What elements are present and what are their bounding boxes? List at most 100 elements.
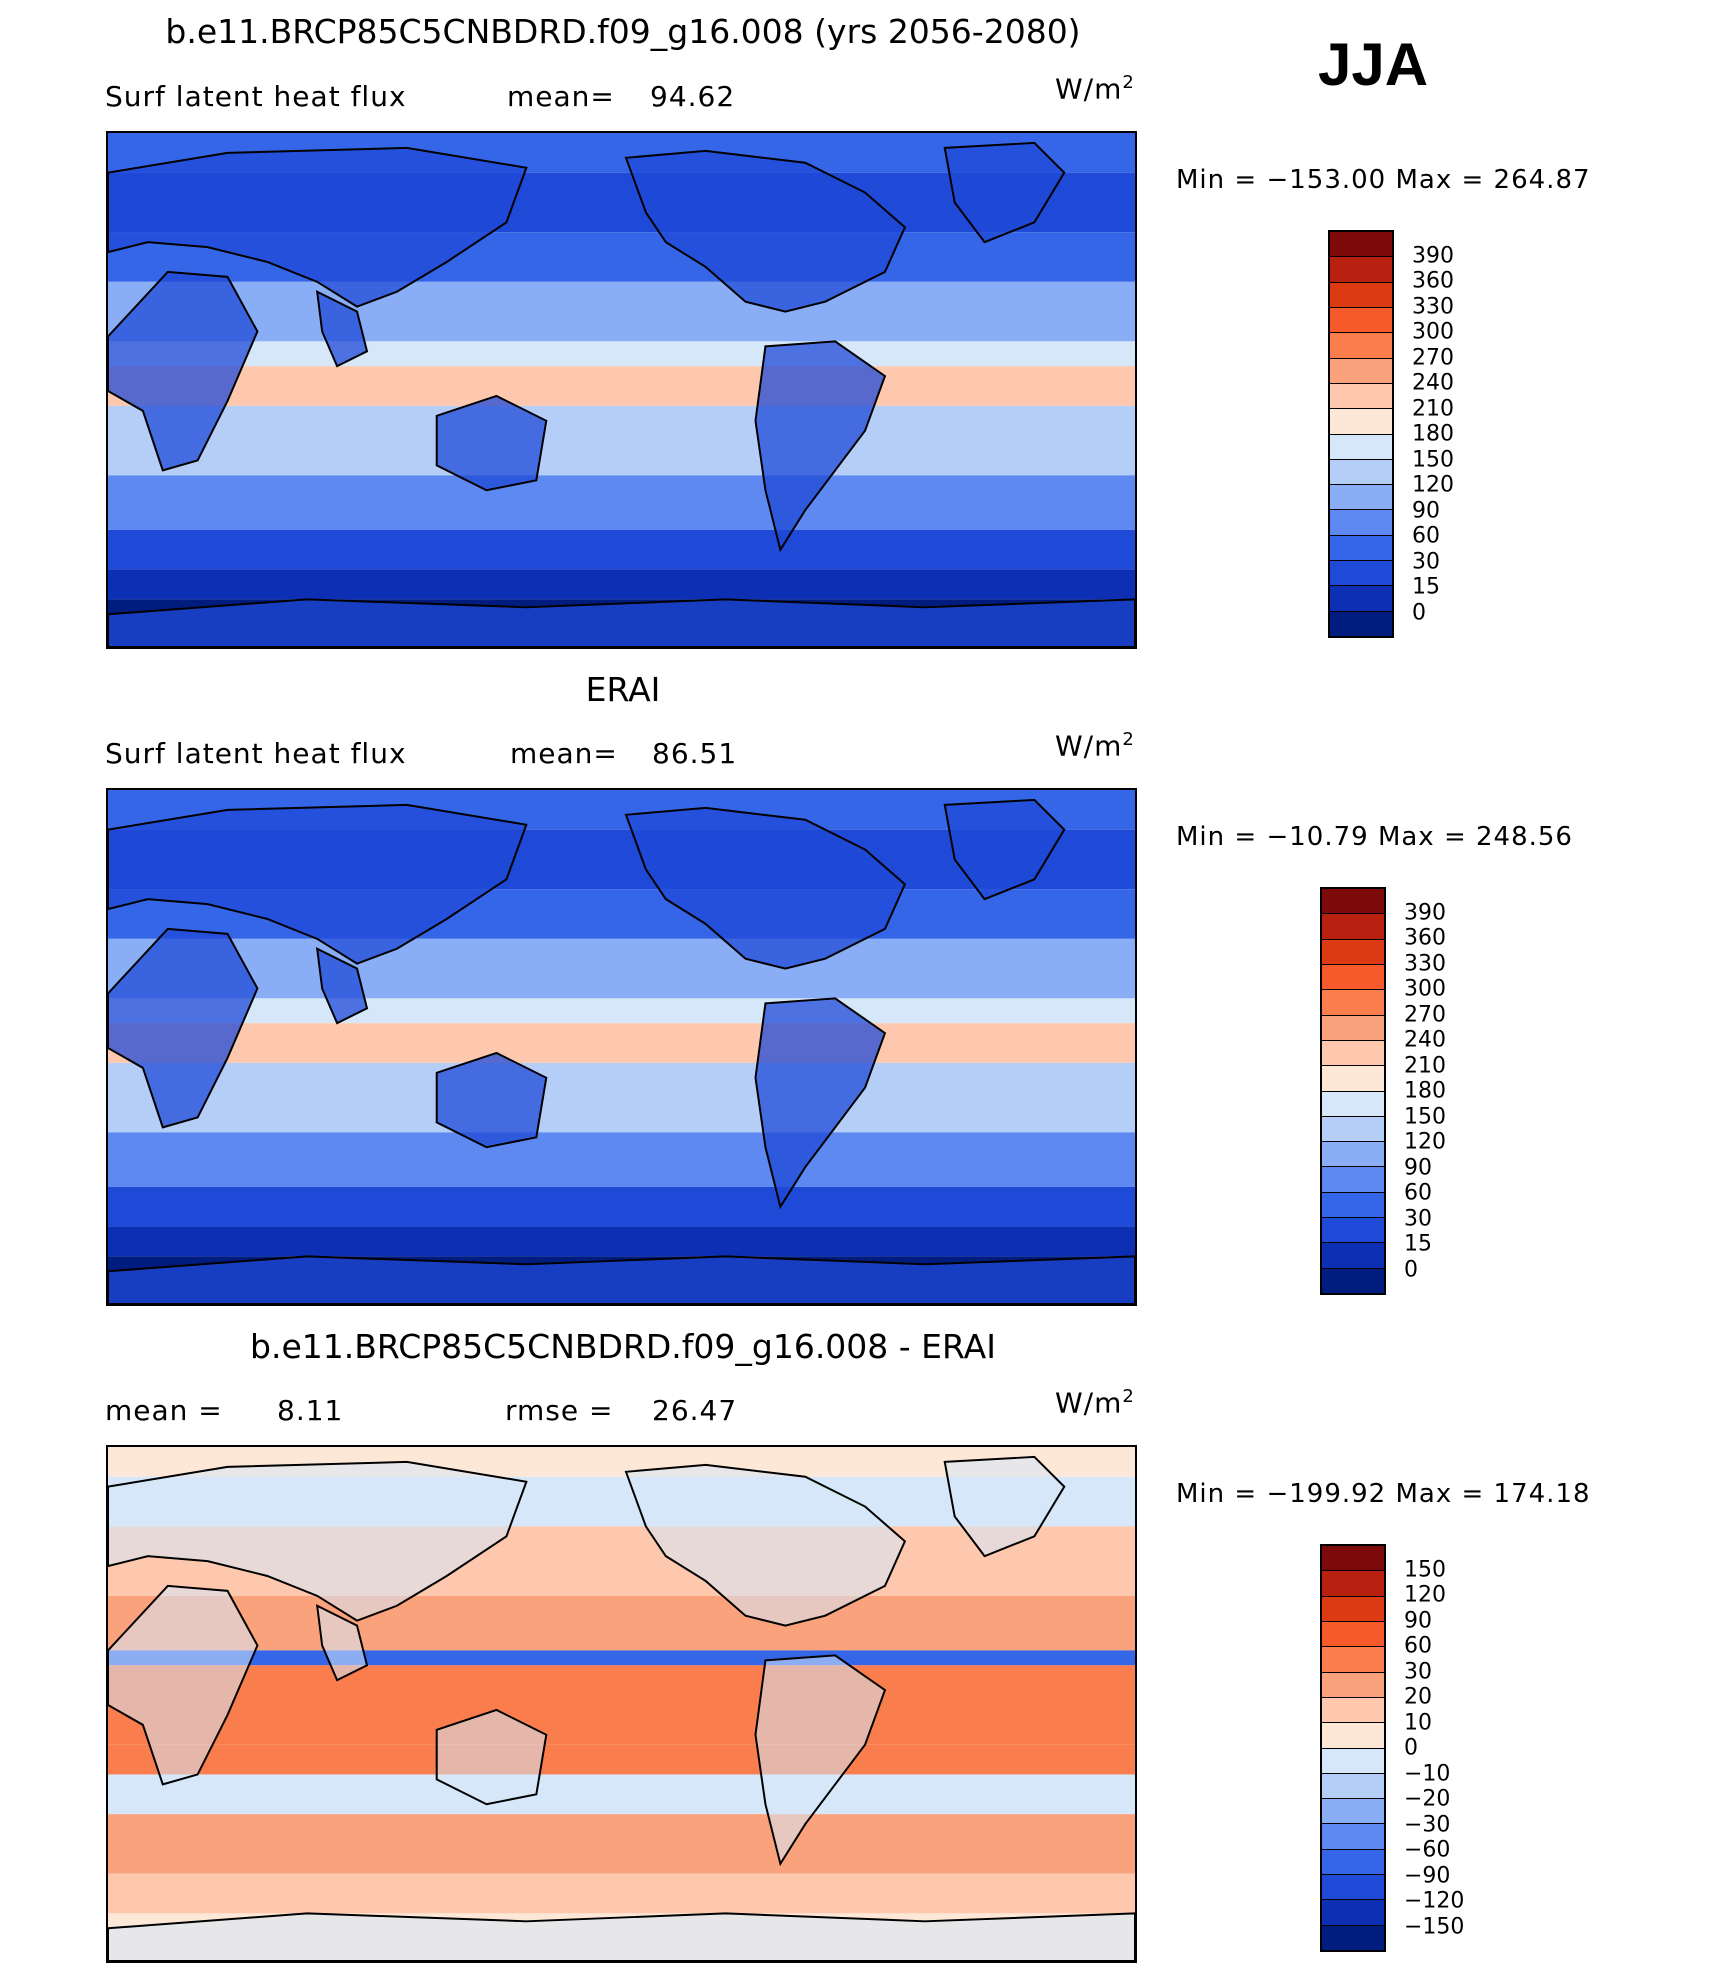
colorbar-tick-label: 150 — [1404, 1557, 1446, 1582]
colorbar-swatch — [1330, 282, 1392, 308]
panel3-colorbar — [1320, 1544, 1386, 1952]
colorbar-swatch — [1322, 1773, 1384, 1800]
colorbar-swatch — [1322, 1900, 1384, 1926]
colorbar-tick-label: 150 — [1404, 1104, 1446, 1129]
colorbar-swatch — [1322, 1723, 1384, 1749]
colorbar-swatch — [1322, 1571, 1384, 1597]
colorbar-tick-label: 300 — [1404, 976, 1446, 1002]
colorbar-swatch — [1322, 889, 1384, 915]
colorbar-swatch — [1322, 1243, 1384, 1269]
colorbar-swatch — [1322, 1040, 1384, 1067]
colorbar-swatch — [1330, 459, 1392, 486]
colorbar-tick-label: 300 — [1412, 319, 1454, 345]
colorbar-tick-label: −150 — [1404, 1914, 1465, 1939]
colorbar-swatch — [1330, 333, 1392, 359]
colorbar-tick-label: 60 — [1404, 1633, 1432, 1659]
panel3-minmax: Min = −199.92 Max = 174.18 — [1176, 1479, 1591, 1509]
colorbar-tick-label: 270 — [1404, 1002, 1446, 1027]
colorbar-swatch — [1330, 307, 1392, 334]
panel1-units: W/m2 — [1055, 72, 1135, 106]
panel1-map — [106, 131, 1137, 649]
colorbar-tick-label: 0 — [1404, 1257, 1418, 1282]
colorbar-tick-label: 120 — [1404, 1129, 1446, 1155]
colorbar-swatch — [1330, 409, 1392, 435]
colorbar-tick-label: 330 — [1404, 951, 1446, 976]
colorbar-tick-label: 180 — [1404, 1078, 1446, 1104]
colorbar-swatch — [1322, 1218, 1384, 1244]
colorbar-swatch — [1322, 1596, 1384, 1622]
colorbar-tick-label: 210 — [1412, 396, 1454, 421]
colorbar-swatch — [1322, 914, 1384, 940]
colorbar-swatch — [1322, 1824, 1384, 1850]
panel2-title: ERAI — [585, 670, 661, 709]
panel2-colorbar-labels: 390 360 330 300 270 240 210 180 150 120 90 60 30 15 0 — [1404, 887, 1484, 1295]
colorbar-tick-label: 120 — [1404, 1582, 1446, 1608]
colorbar-tick-label: 390 — [1412, 243, 1454, 268]
colorbar-swatch — [1322, 1647, 1384, 1673]
season-label: JJA — [1318, 31, 1429, 98]
colorbar-swatch — [1330, 485, 1392, 511]
colorbar-swatch — [1330, 383, 1392, 410]
colorbar-tick-label: 180 — [1412, 421, 1454, 447]
colorbar-tick-label: 390 — [1404, 900, 1446, 925]
colorbar-tick-label: 60 — [1404, 1180, 1432, 1206]
colorbar-swatch — [1322, 990, 1384, 1016]
colorbar-tick-label: 15 — [1412, 574, 1440, 600]
panel1-variable-label: Surf latent heat flux — [105, 80, 407, 113]
colorbar-swatch — [1330, 434, 1392, 460]
panel3-map — [106, 1445, 1137, 1963]
panel2-map — [106, 788, 1137, 1306]
panel3-mean-value: 8.11 — [277, 1394, 344, 1427]
colorbar-tick-label: 30 — [1404, 1206, 1432, 1231]
panel3-mean-label: mean = — [105, 1394, 223, 1427]
colorbar-tick-label: 90 — [1412, 498, 1440, 523]
panel2-mean-label: mean= — [510, 737, 618, 770]
colorbar-swatch — [1330, 232, 1392, 258]
colorbar-tick-label: 15 — [1404, 1231, 1432, 1257]
colorbar-swatch — [1322, 1192, 1384, 1219]
colorbar-swatch — [1322, 1091, 1384, 1117]
colorbar-tick-label: −10 — [1404, 1761, 1451, 1786]
colorbar-swatch — [1322, 1697, 1384, 1724]
colorbar-swatch — [1322, 1066, 1384, 1092]
colorbar-swatch — [1330, 535, 1392, 562]
colorbar-swatch — [1322, 1849, 1384, 1876]
colorbar-tick-label: −90 — [1404, 1863, 1451, 1888]
colorbar-swatch — [1322, 964, 1384, 991]
colorbar-swatch — [1322, 1116, 1384, 1143]
colorbar-tick-label: 0 — [1412, 600, 1426, 625]
colorbar-swatch — [1330, 586, 1392, 612]
panel3-units: W/m2 — [1055, 1386, 1135, 1420]
colorbar-swatch — [1330, 358, 1392, 384]
panel1-minmax: Min = −153.00 Max = 264.87 — [1176, 165, 1591, 195]
panel2-mean-value: 86.51 — [652, 737, 738, 770]
colorbar-swatch — [1322, 1167, 1384, 1193]
colorbar-tick-label: 150 — [1412, 447, 1454, 472]
colorbar-swatch — [1330, 257, 1392, 283]
colorbar-tick-label: −20 — [1404, 1786, 1451, 1812]
colorbar-tick-label: 20 — [1404, 1684, 1432, 1710]
colorbar-swatch — [1322, 1142, 1384, 1168]
colorbar-swatch — [1322, 1799, 1384, 1825]
colorbar-tick-label: 30 — [1412, 549, 1440, 574]
colorbar-tick-label: 360 — [1412, 268, 1454, 294]
colorbar-swatch — [1322, 1748, 1384, 1774]
colorbar-tick-label: 60 — [1412, 523, 1440, 549]
colorbar-tick-label: −60 — [1404, 1837, 1451, 1863]
panel3-rmse-label: rmse = — [505, 1394, 614, 1427]
colorbar-swatch — [1322, 1925, 1384, 1950]
colorbar-tick-label: 240 — [1412, 370, 1454, 396]
colorbar-tick-label: 270 — [1412, 345, 1454, 370]
colorbar-swatch — [1322, 1875, 1384, 1901]
colorbar-tick-label: 240 — [1404, 1027, 1446, 1053]
colorbar-tick-label: 90 — [1404, 1608, 1432, 1633]
colorbar-tick-label: 210 — [1404, 1053, 1446, 1078]
colorbar-tick-label: −120 — [1404, 1888, 1465, 1914]
colorbar-swatch — [1322, 1268, 1384, 1293]
colorbar-tick-label: 330 — [1412, 294, 1454, 319]
colorbar-swatch — [1330, 611, 1392, 636]
colorbar-swatch — [1322, 1015, 1384, 1041]
colorbar-tick-label: −30 — [1404, 1812, 1451, 1837]
colorbar-tick-label: 360 — [1404, 925, 1446, 951]
panel1-mean-value: 94.62 — [650, 80, 736, 113]
